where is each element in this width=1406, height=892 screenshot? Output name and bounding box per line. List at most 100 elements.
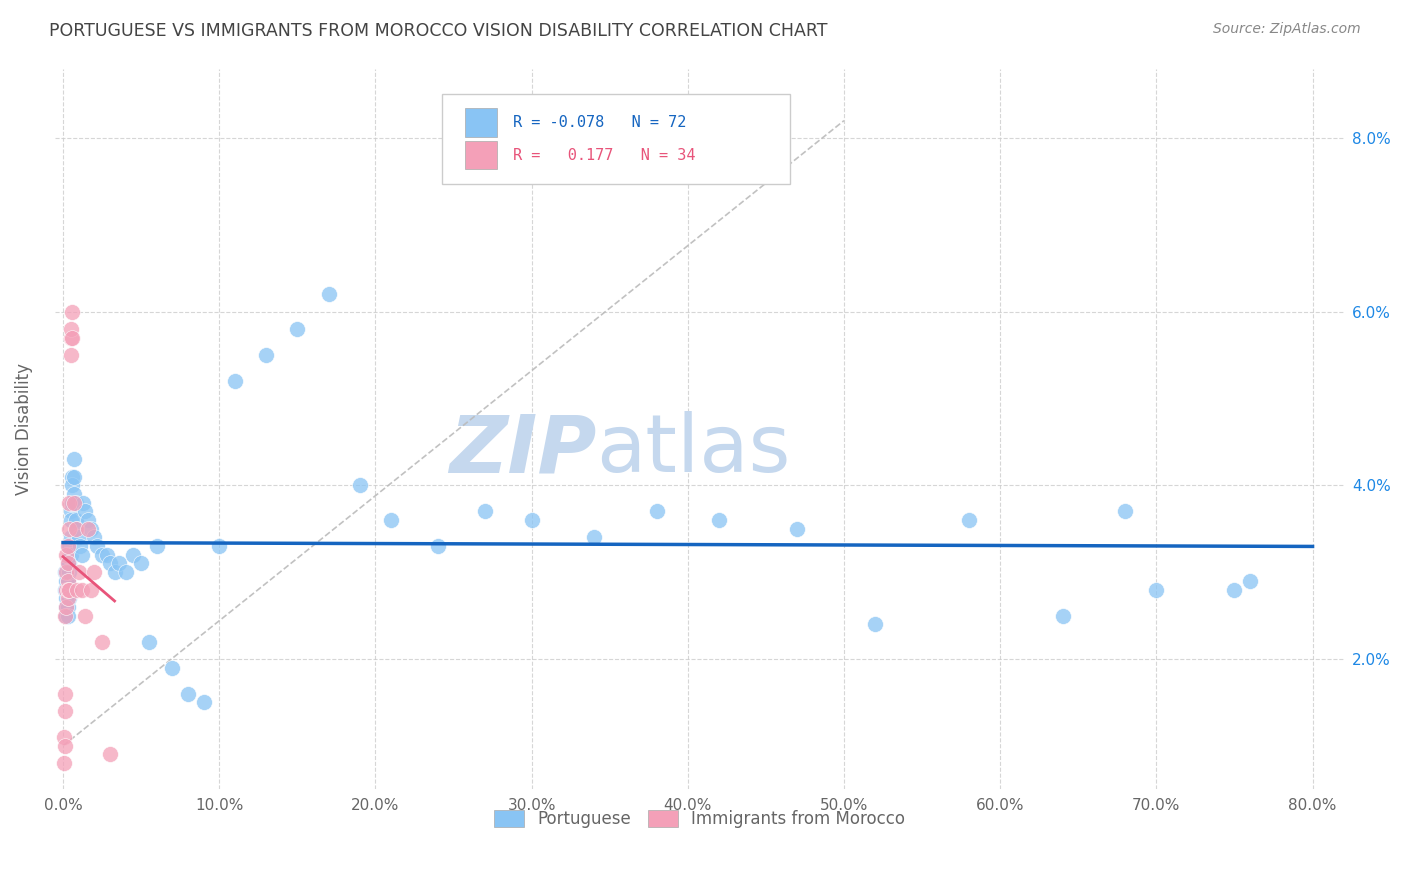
- Point: [426, 539, 449, 553]
- Point: [55, 582, 77, 597]
- Point: [1144, 582, 1167, 597]
- Text: R =   0.177   N = 34: R = 0.177 N = 34: [513, 147, 695, 162]
- Point: [58, 557, 80, 571]
- Point: [60, 331, 83, 345]
- Point: [98, 557, 121, 571]
- Point: [63, 496, 86, 510]
- Point: [63, 452, 86, 467]
- Point: [53, 608, 76, 623]
- Point: [138, 634, 160, 648]
- Point: [55, 608, 77, 623]
- Point: [55, 599, 77, 614]
- Point: [55, 565, 77, 579]
- Point: [67, 565, 90, 579]
- Point: [193, 695, 215, 709]
- Point: [162, 660, 184, 674]
- Point: [645, 504, 668, 518]
- Point: [52, 730, 75, 744]
- Point: [318, 287, 340, 301]
- Point: [55, 548, 77, 562]
- Point: [285, 322, 308, 336]
- Point: [56, 574, 79, 588]
- Point: [55, 591, 77, 606]
- Point: [60, 496, 83, 510]
- Point: [56, 539, 79, 553]
- Point: [73, 608, 96, 623]
- Point: [56, 591, 79, 606]
- Point: [69, 539, 91, 553]
- Point: [957, 513, 980, 527]
- Point: [53, 739, 76, 753]
- Point: [145, 539, 167, 553]
- Point: [80, 582, 103, 597]
- Point: [59, 513, 82, 527]
- Point: [58, 565, 80, 579]
- FancyBboxPatch shape: [465, 141, 498, 169]
- Point: [59, 322, 82, 336]
- Point: [91, 548, 114, 562]
- Point: [73, 504, 96, 518]
- Point: [96, 548, 118, 562]
- Text: ZIP: ZIP: [449, 411, 596, 490]
- Point: [114, 565, 136, 579]
- Point: [1052, 608, 1074, 623]
- Point: [56, 557, 79, 571]
- Point: [349, 478, 371, 492]
- Point: [786, 522, 808, 536]
- Point: [56, 574, 79, 588]
- Point: [1114, 504, 1136, 518]
- Point: [60, 469, 83, 483]
- Point: [177, 687, 200, 701]
- Point: [59, 331, 82, 345]
- Point: [59, 348, 82, 362]
- FancyBboxPatch shape: [441, 94, 790, 184]
- Point: [60, 478, 83, 492]
- Point: [77, 522, 100, 536]
- Point: [67, 530, 90, 544]
- Point: [208, 539, 231, 553]
- Point: [56, 599, 79, 614]
- Point: [58, 582, 80, 597]
- Point: [65, 496, 87, 510]
- Point: [55, 574, 77, 588]
- Point: [56, 608, 79, 623]
- Point: [380, 513, 402, 527]
- Point: [83, 530, 105, 544]
- Point: [254, 348, 277, 362]
- Point: [53, 565, 76, 579]
- Point: [520, 513, 543, 527]
- Point: [58, 582, 80, 597]
- Point: [63, 487, 86, 501]
- Point: [129, 557, 152, 571]
- Text: atlas: atlas: [596, 411, 790, 490]
- Point: [59, 548, 82, 562]
- Point: [98, 747, 121, 762]
- Point: [58, 522, 80, 536]
- Point: [59, 504, 82, 518]
- Point: [58, 496, 80, 510]
- Point: [52, 756, 75, 771]
- Point: [56, 557, 79, 571]
- Point: [58, 591, 80, 606]
- Point: [55, 599, 77, 614]
- Point: [72, 496, 94, 510]
- Point: [65, 513, 87, 527]
- Text: Source: ZipAtlas.com: Source: ZipAtlas.com: [1213, 22, 1361, 37]
- Point: [56, 582, 79, 597]
- Point: [66, 582, 89, 597]
- Point: [65, 522, 87, 536]
- Point: [77, 513, 100, 527]
- Point: [53, 687, 76, 701]
- Point: [60, 304, 83, 318]
- Point: [863, 617, 886, 632]
- Point: [70, 582, 93, 597]
- Point: [108, 557, 131, 571]
- Point: [224, 374, 246, 388]
- Text: R = -0.078   N = 72: R = -0.078 N = 72: [513, 115, 686, 130]
- Point: [53, 582, 76, 597]
- Point: [58, 539, 80, 553]
- Point: [83, 565, 105, 579]
- Text: PORTUGUESE VS IMMIGRANTS FROM MOROCCO VISION DISABILITY CORRELATION CHART: PORTUGUESE VS IMMIGRANTS FROM MOROCCO VI…: [49, 22, 828, 40]
- Legend: Portuguese, Immigrants from Morocco: Portuguese, Immigrants from Morocco: [488, 804, 911, 835]
- Point: [1239, 574, 1261, 588]
